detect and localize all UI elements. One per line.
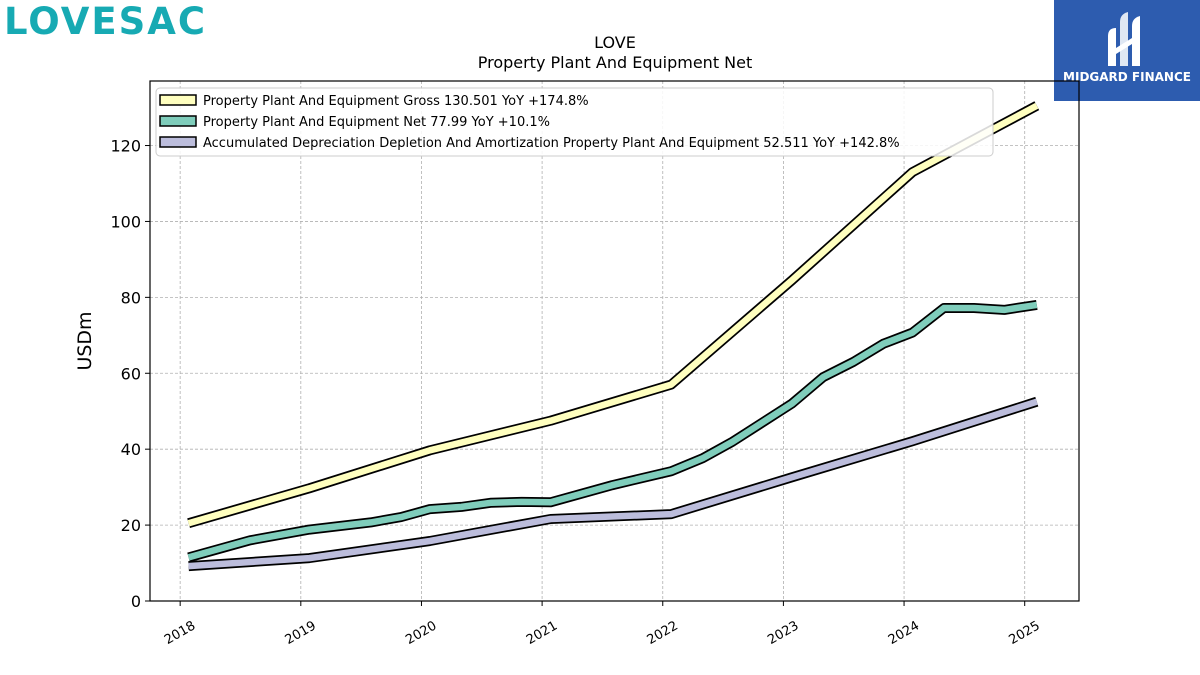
legend-label: Accumulated Depreciation Depletion And A…: [203, 136, 900, 151]
plot-frame: [149, 80, 1080, 602]
legend-box: [155, 87, 994, 157]
legend-swatch: [159, 94, 197, 106]
x-tick-label: 2024: [886, 618, 922, 648]
y-tick-label: 0: [131, 592, 141, 611]
series-2-line: [187, 301, 1038, 561]
y-tick-label: 80: [121, 288, 141, 307]
legend-label: Property Plant And Equipment Net 77.99 Y…: [203, 115, 550, 130]
y-tick-label: 120: [110, 137, 141, 156]
midgard-finance-logo: MIDGARD FINANCE: [1054, 0, 1200, 101]
legend-label: Property Plant And Equipment Gross 130.5…: [203, 94, 589, 109]
y-tick-label: 20: [121, 516, 141, 535]
x-axis: 2018 2019 2020 2021 2022 2023 2024 2025: [162, 601, 1043, 648]
midgard-finance-emblem-icon: [1108, 12, 1140, 66]
series-1-line: [187, 102, 1039, 527]
x-tick-label: 2023: [765, 618, 801, 648]
x-tick-label: 2025: [1007, 618, 1043, 648]
chart-subtitle: Property Plant And Equipment Net: [478, 53, 753, 72]
lovesac-logo: LOVESAC: [4, 0, 208, 43]
series-3-line: [188, 398, 1038, 570]
legend-swatch: [159, 136, 197, 148]
chart-title: LOVE: [594, 33, 636, 52]
y-axis: 0 20 40 60 80 100 120: [110, 137, 150, 611]
y-axis-label: USDm: [74, 311, 96, 370]
midgard-finance-name: MIDGARD FINANCE: [1063, 70, 1191, 84]
y-tick-label: 60: [121, 364, 141, 383]
x-tick-label: 2020: [403, 618, 439, 648]
y-tick-label: 100: [110, 212, 141, 231]
y-tick-label: 40: [121, 440, 141, 459]
x-tick-label: 2019: [283, 618, 319, 648]
series-lines: [187, 101, 1040, 572]
x-tick-label: 2021: [524, 618, 560, 648]
series-1-outline: [187, 101, 1040, 529]
x-tick-label: 2018: [162, 618, 198, 648]
legend-swatch: [159, 115, 197, 127]
legend: Property Plant And Equipment Gross 130.5…: [155, 87, 994, 157]
x-tick-label: 2022: [645, 618, 681, 648]
